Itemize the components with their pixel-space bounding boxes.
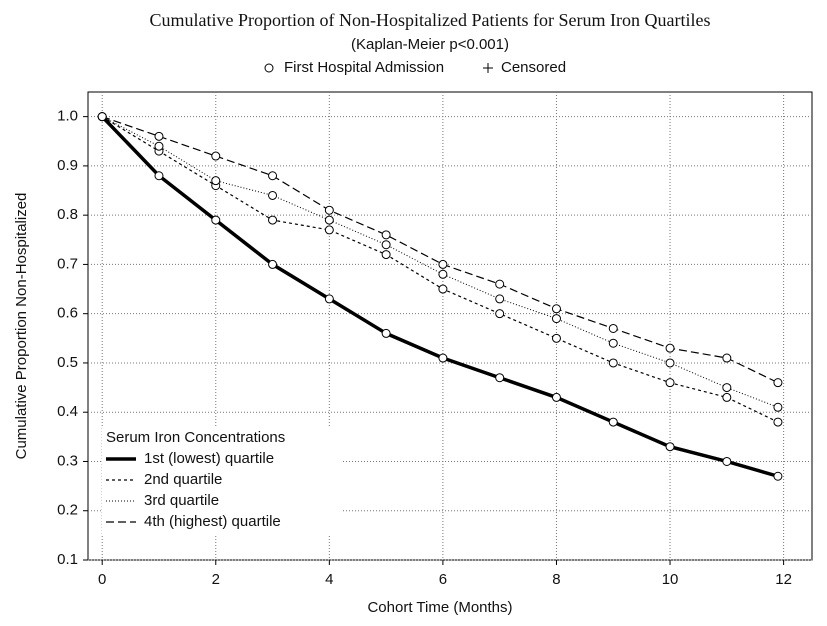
y-tick-label: 0.1	[57, 551, 78, 568]
marker-legend-plus	[483, 63, 493, 73]
marker-legend-label: First Hospital Admission	[284, 59, 444, 76]
event-marker	[665, 343, 675, 353]
event-marker	[381, 230, 391, 240]
event-marker	[438, 353, 448, 363]
event-marker	[551, 333, 561, 343]
legend-box	[102, 426, 342, 536]
event-marker	[722, 392, 732, 402]
legend-title: Serum Iron Concentrations	[106, 429, 285, 446]
event-marker	[665, 358, 675, 368]
event-marker	[495, 309, 505, 319]
event-marker	[438, 259, 448, 269]
x-tick-label: 2	[212, 571, 220, 588]
event-marker	[551, 314, 561, 324]
legend-label: 4th (highest) quartile	[144, 513, 281, 530]
y-tick-label: 1.0	[57, 108, 78, 125]
event-marker	[268, 215, 278, 225]
event-marker	[722, 353, 732, 363]
event-marker	[551, 392, 561, 402]
event-marker	[608, 358, 618, 368]
event-marker	[268, 259, 278, 269]
y-tick-label: 0.3	[57, 452, 78, 469]
event-marker	[211, 215, 221, 225]
legend-label: 2nd quartile	[144, 471, 222, 488]
event-marker	[154, 141, 164, 151]
event-marker	[495, 373, 505, 383]
event-marker	[381, 328, 391, 338]
event-marker	[608, 338, 618, 348]
event-marker	[381, 250, 391, 260]
x-tick-label: 10	[662, 571, 679, 588]
event-marker	[381, 240, 391, 250]
event-marker	[665, 378, 675, 388]
event-marker	[324, 215, 334, 225]
y-tick-label: 0.5	[57, 354, 78, 371]
event-marker	[324, 205, 334, 215]
event-marker	[495, 294, 505, 304]
legend-label: 1st (lowest) quartile	[144, 450, 274, 467]
chart-subtitle: (Kaplan-Meier p<0.001)	[351, 36, 509, 53]
event-marker	[773, 378, 783, 388]
y-axis-label: Cumulative Proportion Non-Hospitalized	[13, 193, 30, 460]
marker-legend-circle	[264, 63, 274, 73]
series-line	[101, 116, 779, 423]
event-marker	[773, 402, 783, 412]
x-tick-label: 12	[775, 571, 792, 588]
series-line	[100, 115, 779, 478]
event-marker	[324, 294, 334, 304]
y-tick-label: 0.7	[57, 255, 78, 272]
event-marker	[722, 383, 732, 393]
x-tick-label: 6	[439, 571, 447, 588]
event-marker	[722, 456, 732, 466]
event-marker	[495, 279, 505, 289]
event-marker	[211, 151, 221, 161]
y-tick-label: 0.2	[57, 502, 78, 519]
series-line	[101, 116, 779, 384]
x-axis-label: Cohort Time (Months)	[367, 599, 512, 616]
event-marker	[608, 323, 618, 333]
y-tick-label: 0.4	[57, 403, 78, 420]
x-tick-label: 4	[325, 571, 333, 588]
event-marker	[268, 190, 278, 200]
event-marker	[773, 417, 783, 427]
plot-frame	[87, 91, 813, 561]
event-marker	[154, 171, 164, 181]
y-tick-label: 0.6	[57, 305, 78, 322]
marker-legend-label: Censored	[501, 59, 566, 76]
x-tick-label: 8	[552, 571, 560, 588]
legend-label: 3rd quartile	[144, 492, 219, 509]
x-tick-label: 0	[98, 571, 106, 588]
event-marker	[665, 442, 675, 452]
event-marker	[438, 269, 448, 279]
y-tick-label: 0.8	[57, 206, 78, 223]
event-marker	[773, 471, 783, 481]
event-marker	[438, 284, 448, 294]
event-marker	[268, 171, 278, 181]
event-marker	[324, 225, 334, 235]
event-marker	[97, 112, 107, 122]
event-marker	[551, 304, 561, 314]
chart-title: Cumulative Proportion of Non-Hospitalize…	[150, 10, 711, 30]
event-marker	[154, 131, 164, 141]
y-tick-label: 0.9	[57, 157, 78, 174]
event-marker	[608, 417, 618, 427]
event-marker	[211, 176, 221, 186]
